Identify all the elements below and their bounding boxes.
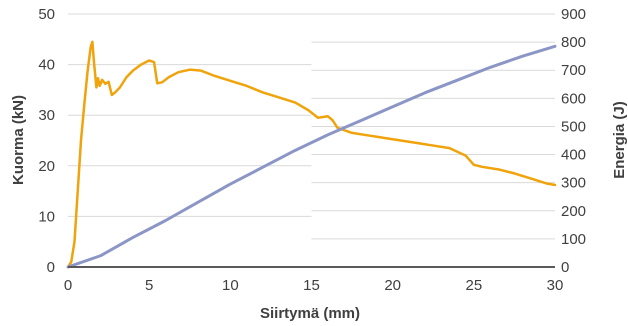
y2-tick-label: 300 — [561, 175, 586, 192]
y-tick-label: 30 — [38, 107, 55, 124]
y2-tick-label: 100 — [561, 231, 586, 248]
series-layer — [66, 40, 557, 269]
y2-tick-label: 500 — [561, 118, 586, 135]
y-axis-title: Kuorma (kN) — [10, 95, 27, 185]
y-tick-label: 10 — [38, 208, 55, 225]
y2-tick-label: 0 — [561, 259, 569, 276]
y-tick-label: 0 — [47, 259, 55, 276]
x-tick-label: 10 — [222, 277, 239, 294]
energy-series-line — [66, 44, 557, 269]
x-tick-label: 5 — [145, 277, 153, 294]
x-tick-label: 25 — [465, 277, 482, 294]
gridlines — [68, 13, 555, 240]
y2-tick-label: 600 — [561, 90, 586, 107]
y-tick-label: 50 — [38, 6, 55, 23]
y2-tick-label: 900 — [561, 6, 586, 23]
x-tick-label: 30 — [547, 277, 564, 294]
y2-tick-label: 800 — [561, 34, 586, 51]
y-tick-label: 20 — [38, 158, 55, 175]
x-tick-label: 0 — [64, 277, 72, 294]
x-tick-label: 15 — [303, 277, 320, 294]
x-tick-label: 20 — [384, 277, 401, 294]
x-axis-title: Siirtymä (mm) — [260, 305, 360, 322]
y-tick-label: 40 — [38, 57, 55, 74]
y2-axis-title: Energia (J) — [611, 101, 628, 179]
y2-tick-label: 400 — [561, 147, 586, 164]
tick-labels: 0 5 10 15 20 25 300102030405001002003004005006… — [38, 6, 586, 294]
y2-tick-label: 200 — [561, 203, 586, 220]
y2-tick-label: 700 — [561, 62, 586, 79]
load-series-line — [66, 40, 557, 269]
